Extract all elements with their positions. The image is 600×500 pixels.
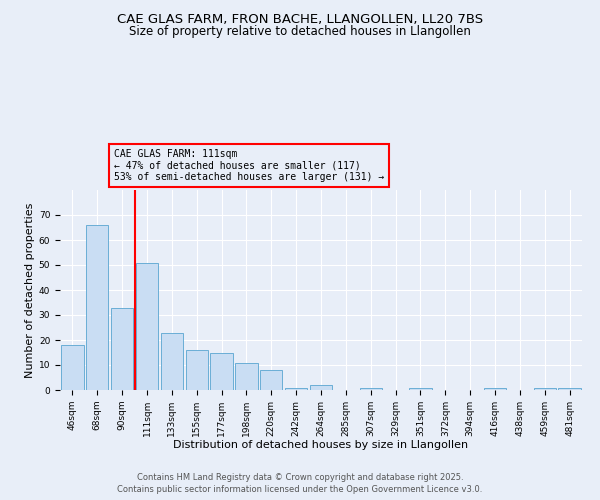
Text: Contains HM Land Registry data © Crown copyright and database right 2025.: Contains HM Land Registry data © Crown c… <box>137 474 463 482</box>
Text: CAE GLAS FARM: 111sqm
← 47% of detached houses are smaller (117)
53% of semi-det: CAE GLAS FARM: 111sqm ← 47% of detached … <box>114 150 384 182</box>
Text: CAE GLAS FARM, FRON BACHE, LLANGOLLEN, LL20 7BS: CAE GLAS FARM, FRON BACHE, LLANGOLLEN, L… <box>117 12 483 26</box>
Bar <box>533 388 556 390</box>
Bar <box>359 388 382 390</box>
Bar <box>310 385 332 390</box>
Bar <box>409 388 431 390</box>
Bar <box>559 388 581 390</box>
Bar <box>260 370 283 390</box>
Bar <box>161 332 183 390</box>
Bar <box>111 308 133 390</box>
Bar <box>211 352 233 390</box>
Text: Contains public sector information licensed under the Open Government Licence v3: Contains public sector information licen… <box>118 485 482 494</box>
Bar <box>86 225 109 390</box>
X-axis label: Distribution of detached houses by size in Llangollen: Distribution of detached houses by size … <box>173 440 469 450</box>
Bar <box>185 350 208 390</box>
Text: Size of property relative to detached houses in Llangollen: Size of property relative to detached ho… <box>129 25 471 38</box>
Bar <box>285 388 307 390</box>
Y-axis label: Number of detached properties: Number of detached properties <box>25 202 35 378</box>
Bar <box>136 262 158 390</box>
Bar <box>235 362 257 390</box>
Bar <box>61 345 83 390</box>
Bar <box>484 388 506 390</box>
